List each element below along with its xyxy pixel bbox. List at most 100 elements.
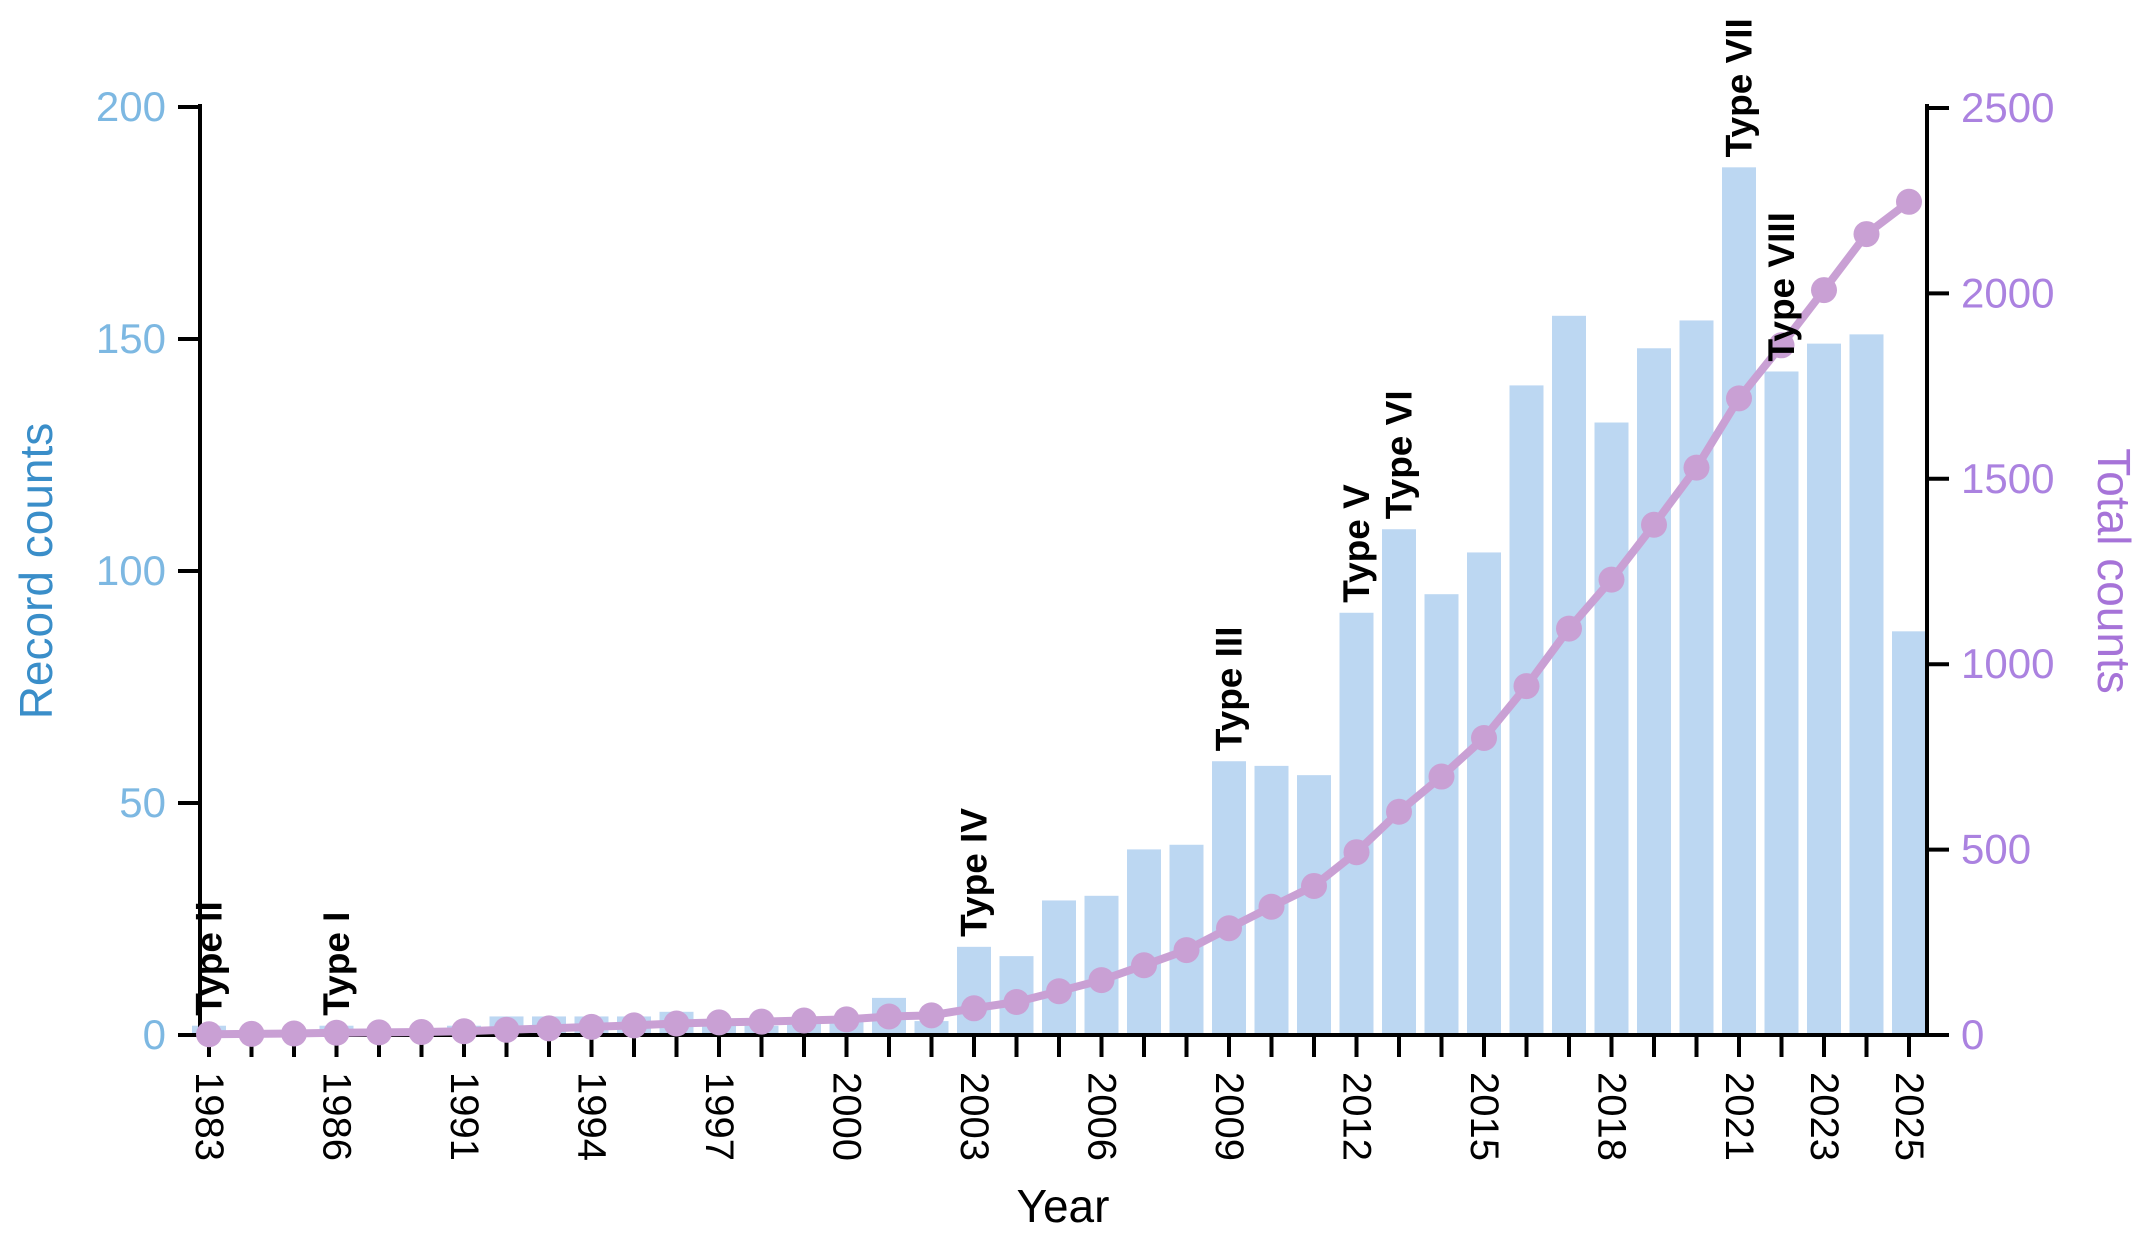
bar-2021: [1722, 167, 1756, 1035]
line-marker-1985: [281, 1020, 307, 1047]
x-tick-label-2003: 2003: [952, 1072, 996, 1161]
x-tick-label-1994: 1994: [570, 1072, 614, 1161]
bar-2019: [1637, 348, 1671, 1035]
bar-2012: [1339, 612, 1374, 1035]
bar-2015: [1467, 552, 1501, 1035]
line-marker-1988: [366, 1019, 392, 1046]
line-marker-2000: [833, 1006, 860, 1033]
line-marker-2021: [1726, 385, 1752, 412]
right-tick-label-1000: 1000: [1961, 640, 2054, 687]
bar-2023: [1807, 343, 1841, 1035]
line-marker-1993: [536, 1015, 562, 1042]
bar-2018: [1594, 422, 1629, 1035]
line-marker-2011: [1301, 872, 1327, 899]
left-tick-label-100: 100: [96, 547, 166, 594]
line-marker-2010: [1258, 893, 1285, 920]
axis-layer: 1983 1986 1991 1994 1997 2000 2003 2006 2009 2012…: [96, 83, 2055, 1161]
right-tick-label-1500: 1500: [1961, 455, 2054, 502]
line-marker-1995: [621, 1012, 647, 1039]
annotation-type-vi: Type VI: [1379, 390, 1420, 519]
line-marker-2001: [876, 1003, 902, 1030]
left-tick-label-150: 150: [96, 315, 166, 362]
left-tick-label-0: 0: [143, 1011, 166, 1058]
bar-2020: [1679, 320, 1714, 1035]
x-axis-title: Year: [1017, 1180, 1110, 1232]
line-marker-2014: [1428, 763, 1455, 790]
x-tick-label-1986: 1986: [315, 1072, 359, 1161]
x-tick-label-1983: 1983: [187, 1072, 231, 1161]
line-marker-1998: [748, 1008, 775, 1035]
right-tick-label-500: 500: [1961, 826, 2031, 873]
x-tick-label-1991: 1991: [442, 1072, 486, 1161]
bar-2006: [1084, 895, 1119, 1035]
left-tick-label-200: 200: [96, 83, 166, 130]
bar-2011: [1297, 775, 1331, 1035]
line-marker-2019: [1641, 511, 1667, 538]
line-marker-1986: [323, 1019, 350, 1046]
right-y-axis-title: Total counts: [2088, 448, 2140, 693]
annotation-type-ii: Type II: [189, 901, 230, 1015]
line-marker-1984: [238, 1020, 265, 1047]
bar-2013: [1382, 529, 1416, 1035]
bars-layer: [192, 167, 1926, 1036]
line-marker-1999: [791, 1007, 817, 1034]
annotation-type-iv: Type IV: [954, 808, 995, 937]
line-marker-2008: [1173, 937, 1200, 964]
line-marker-2025: [1896, 188, 1922, 215]
x-tick-label-2012: 2012: [1335, 1072, 1379, 1161]
line-marker-2022: [1768, 332, 1795, 359]
line-marker-1992: [493, 1016, 520, 1043]
annotation-type-iii: Type III: [1209, 627, 1250, 752]
line-marker-2013: [1386, 798, 1412, 825]
line-marker-2002: [918, 1002, 945, 1029]
line-marker-1994: [578, 1013, 605, 1040]
line-marker-2006: [1088, 967, 1115, 994]
x-tick-label-2025: 2025: [1887, 1072, 1931, 1161]
line-marker-2015: [1471, 724, 1497, 751]
annotation-type-v: Type V: [1336, 484, 1377, 603]
bar-2014: [1424, 594, 1459, 1035]
line-marker-2012: [1343, 839, 1370, 866]
x-tick-label-1997: 1997: [697, 1072, 741, 1161]
x-tick-label-2009: 2009: [1207, 1072, 1251, 1161]
line-marker-2004: [1003, 988, 1030, 1015]
line-marker-1991: [451, 1018, 477, 1045]
line-marker-2020: [1683, 454, 1710, 481]
line-marker-1996: [663, 1010, 690, 1037]
bar-2017: [1552, 315, 1586, 1035]
x-tick-label-2000: 2000: [825, 1072, 869, 1161]
x-tick-label-2023: 2023: [1802, 1072, 1846, 1161]
left-y-axis-title: Record counts: [10, 423, 62, 720]
left-tick-label-50: 50: [119, 779, 166, 826]
bar-2024: [1849, 334, 1884, 1035]
line-marker-1983: [196, 1021, 222, 1048]
right-tick-label-2500: 2500: [1961, 84, 2054, 131]
annotation-type-vii: Type VII: [1719, 18, 1760, 157]
x-tick-label-2006: 2006: [1080, 1072, 1124, 1161]
line-marker-2005: [1046, 978, 1072, 1005]
line-marker-2017: [1556, 615, 1582, 642]
x-tick-label-2018: 2018: [1590, 1072, 1634, 1161]
bar-2022: [1764, 371, 1799, 1036]
bar-2009: [1212, 761, 1246, 1035]
bar-2016: [1509, 385, 1544, 1035]
bar-2007: [1127, 849, 1161, 1035]
line-marker-2009: [1216, 915, 1242, 942]
annotation-type-i: Type I: [316, 912, 357, 1016]
line-marker-1990: [408, 1019, 435, 1046]
line-marker-2003: [961, 995, 987, 1022]
line-marker-1997: [706, 1009, 732, 1036]
bar-2005: [1042, 900, 1076, 1035]
right-tick-label-2000: 2000: [1961, 269, 2054, 316]
line-marker-2007: [1131, 952, 1157, 979]
bar-2025: [1892, 631, 1926, 1035]
line-marker-2018: [1598, 566, 1625, 593]
line-marker-2016: [1513, 673, 1540, 700]
x-tick-label-2021: 2021: [1717, 1072, 1761, 1161]
cumulative-line-layer: [196, 188, 1922, 1048]
annotation-type-viii: Type VIII: [1761, 212, 1802, 361]
x-tick-label-2015: 2015: [1462, 1072, 1506, 1161]
